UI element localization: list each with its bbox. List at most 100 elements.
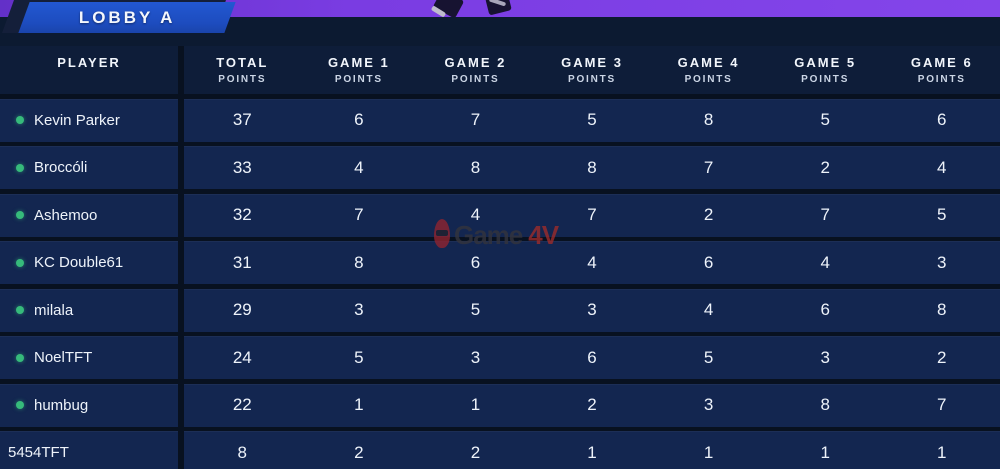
points-value: 3: [470, 347, 481, 367]
player-column-header: PLAYER: [0, 46, 178, 94]
player-name: KC Double61: [34, 254, 124, 271]
points-value: 8: [587, 157, 597, 177]
points-value: 7: [470, 110, 481, 129]
column-gap: [178, 431, 184, 469]
online-dot-icon: [16, 306, 24, 314]
column-header-game-1: GAME 1 POINTS: [301, 46, 418, 94]
column-subtitle: POINTS: [218, 74, 267, 85]
online-dot-icon: [16, 258, 24, 267]
points-value: 6: [703, 252, 714, 272]
points-value: 33: [232, 157, 252, 177]
points-value: 5: [703, 347, 714, 367]
points-value: 6: [937, 110, 947, 129]
player-cell: Ashemoo: [0, 193, 178, 237]
points-value: 1: [470, 395, 481, 414]
points-cells: 8 2 2 1 1 1 1: [184, 431, 1000, 469]
points-value: 24: [232, 347, 252, 367]
points-value: 2: [470, 442, 481, 462]
column-subtitle: POINTS: [684, 74, 733, 85]
lobby-banner-tab[interactable]: LOBBY A: [18, 2, 236, 33]
points-value: 3: [587, 300, 597, 319]
column-title: GAME 5: [794, 55, 857, 70]
table-row: Ashemoo 32 7 4 7 2 7 5: [0, 193, 1000, 237]
player-cell: Kevin Parker: [0, 98, 178, 142]
points-value: 7: [820, 205, 830, 224]
table-row: 5454TFT 8 2 2 1 1 1 1: [0, 431, 1000, 469]
points-value: 8: [237, 442, 248, 462]
points-value: 3: [703, 395, 714, 414]
points-value: 8: [470, 157, 481, 177]
player-name: NoelTFT: [34, 349, 93, 366]
column-header-game-6: GAME 6 POINTS: [883, 46, 1000, 94]
points-cells: 22 1 1 2 3 8 7: [184, 383, 1000, 427]
points-value: 1: [587, 442, 597, 462]
points-value: 8: [703, 110, 714, 129]
column-gap: [178, 288, 184, 332]
player-cell: KC Double61: [0, 241, 178, 284]
points-value: 2: [703, 205, 714, 224]
points-value: 3: [820, 347, 830, 367]
column-title: TOTAL: [216, 55, 269, 70]
player-name: milala: [34, 301, 74, 319]
table-row: Broccóli 33 4 8 8 7 2 4: [0, 146, 1000, 189]
table-row: humbug 22 1 1 2 3 8 7: [0, 383, 1000, 427]
column-header-game-4: GAME 4 POINTS: [650, 46, 767, 94]
column-subtitle: POINTS: [917, 74, 966, 85]
points-value: 3: [354, 300, 364, 319]
column-header-game-2: GAME 2 POINTS: [417, 46, 534, 94]
online-dot-icon: [16, 211, 24, 219]
points-value: 8: [937, 300, 947, 319]
column-gap: [178, 193, 184, 237]
table-row: NoelTFT 24 5 3 6 5 3 2: [0, 336, 1000, 379]
points-cells: 33 4 8 8 7 2 4: [184, 146, 1000, 189]
points-cells: 29 3 5 3 4 6 8: [184, 288, 1000, 332]
player-name: Kevin Parker: [34, 111, 120, 129]
points-value: 5: [354, 347, 364, 367]
points-value: 5: [587, 110, 597, 129]
points-value: 2: [587, 395, 597, 414]
column-header-game-3: GAME 3 POINTS: [534, 46, 651, 94]
player-name: Broccóli: [34, 159, 88, 176]
points-value: 4: [354, 157, 364, 177]
points-value: 4: [820, 252, 830, 272]
points-value: 7: [937, 395, 947, 414]
column-title: GAME 2: [444, 55, 507, 70]
online-dot-icon: [16, 401, 24, 409]
points-value: 4: [703, 300, 714, 319]
points-value: 1: [937, 442, 947, 462]
column-gap: [178, 46, 184, 94]
table-row: milala 29 3 5 3 4 6 8: [0, 288, 1000, 332]
online-dot-icon: [16, 116, 24, 124]
points-value: 4: [937, 157, 947, 177]
points-value: 1: [703, 442, 714, 462]
column-subtitle: POINTS: [801, 74, 850, 85]
table-header: PLAYER TOTAL POINTS GAME 1 POINTS GAME 2 POIN…: [0, 46, 1000, 94]
points-value: 2: [937, 347, 947, 367]
points-cells: 24 5 3 6 5 3 2: [184, 336, 1000, 379]
player-name: humbug: [34, 396, 89, 414]
player-cell: Broccóli: [0, 146, 178, 189]
online-dot-icon: [16, 163, 24, 172]
points-value: 29: [232, 300, 252, 319]
rows: Kevin Parker 37 6 7 5 8 5 6 Broccóli 33 4 8 8 7 2 4 Ashe…: [0, 98, 1000, 469]
points-value: 7: [354, 205, 364, 224]
column-gap: [178, 336, 184, 379]
player-cell: milala: [0, 288, 178, 332]
column-title: GAME 6: [910, 55, 973, 70]
points-cells: 32 7 4 7 2 7 5: [184, 193, 1000, 237]
column-subtitle: POINTS: [568, 74, 617, 85]
points-value: 5: [937, 205, 947, 224]
points-value: 6: [354, 110, 364, 129]
points-value: 5: [820, 110, 830, 129]
top-purple-bar: [0, 0, 1000, 17]
points-value: 8: [354, 252, 364, 272]
column-subtitle: POINTS: [334, 74, 383, 85]
points-value: 3: [937, 252, 947, 272]
points-value: 6: [820, 300, 830, 319]
points-value: 32: [232, 205, 252, 224]
column-title: GAME 4: [677, 55, 740, 70]
column-subtitle: POINTS: [451, 74, 500, 85]
column-header-total: TOTAL POINTS: [184, 46, 301, 94]
online-dot-icon: [16, 353, 24, 362]
